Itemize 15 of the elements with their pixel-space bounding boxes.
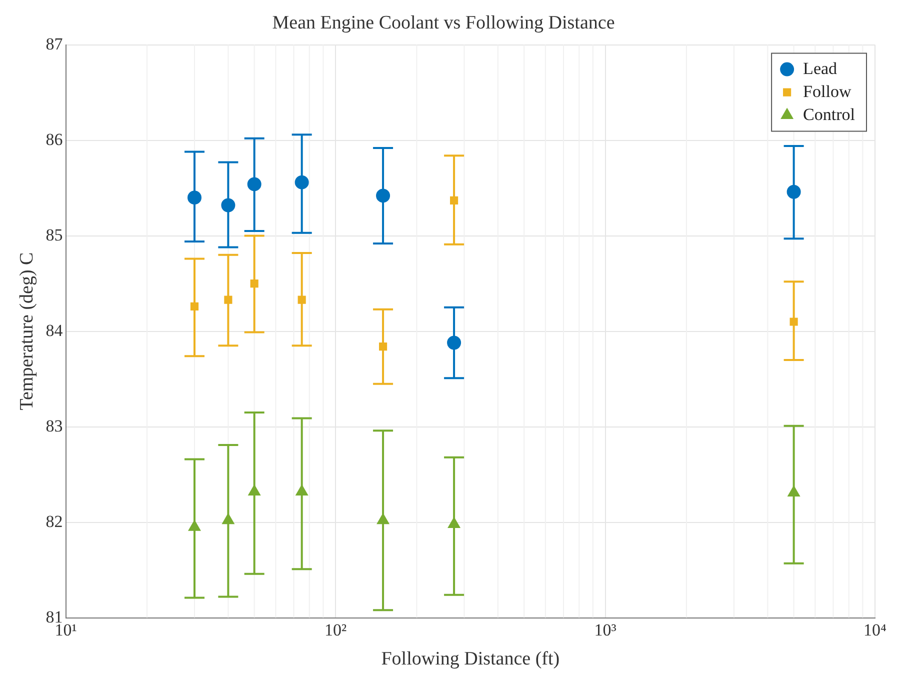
y-tick-label: 82	[46, 512, 63, 531]
x-tick-label: 10²	[324, 620, 347, 640]
x-tick-label: 10⁴	[864, 620, 887, 640]
x-tick-label: 10³	[594, 620, 616, 640]
legend-label: Lead	[803, 58, 838, 78]
y-axis-title: Temperature (deg) C	[16, 252, 38, 410]
y-tick-label: 84	[46, 320, 64, 340]
y-tick-label: 83	[46, 416, 63, 436]
y-tick-label: 86	[46, 130, 63, 149]
y-tick-label: 85	[46, 225, 63, 244]
legend-label: Control	[803, 104, 856, 124]
legend-label: Follow	[803, 82, 852, 101]
x-axis-title: Following Distance (ft)	[381, 648, 560, 670]
chart-title: Mean Engine Coolant vs Following Distance	[272, 12, 615, 34]
y-tick-label: 87	[46, 34, 64, 54]
